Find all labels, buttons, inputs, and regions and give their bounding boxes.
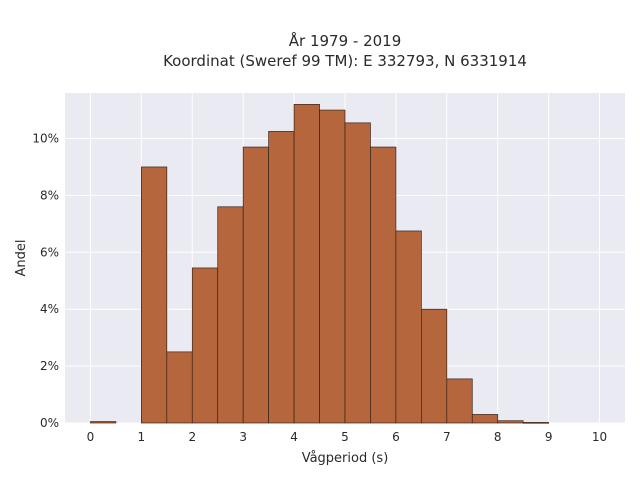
y-tick-label: 10%	[32, 132, 59, 146]
x-axis-label: Vågperiod (s)	[302, 451, 389, 466]
histogram-bar	[344, 122, 371, 424]
histogram-bar	[319, 109, 346, 424]
y-axis-ticks: 0% 2% 4% 6% 8% 10%	[32, 132, 59, 430]
x-tick-label: 9	[545, 430, 553, 444]
y-tick-label: 2%	[40, 359, 59, 373]
histogram-bar	[166, 351, 193, 424]
y-tick-label: 4%	[40, 302, 59, 316]
chart-title-line2: Koordinat (Sweref 99 TM): E 332793, N 63…	[163, 52, 527, 70]
histogram-bar	[395, 230, 422, 424]
histogram-bar	[242, 146, 269, 424]
x-tick-label: 1	[138, 430, 146, 444]
x-tick-label: 7	[443, 430, 451, 444]
y-tick-label: 6%	[40, 245, 59, 259]
histogram-bar	[293, 104, 320, 424]
x-tick-label: 5	[341, 430, 349, 444]
histogram-bar	[191, 267, 219, 424]
x-tick-label: 3	[239, 430, 247, 444]
x-tick-label: 4	[290, 430, 298, 444]
histogram-bar	[471, 414, 499, 424]
y-axis-label: Andel	[14, 240, 29, 277]
histogram-bar	[90, 421, 117, 424]
histogram-bar	[421, 308, 448, 424]
histogram-bar	[268, 131, 295, 424]
histogram-bar	[217, 206, 244, 424]
x-tick-label: 8	[494, 430, 502, 444]
x-tick-label: 6	[392, 430, 400, 444]
histogram-bars	[90, 104, 549, 424]
x-tick-label: 2	[188, 430, 196, 444]
histogram-bar	[497, 420, 524, 424]
chart-title-line1: År 1979 - 2019	[289, 31, 402, 50]
x-tick-label: 0	[87, 430, 95, 444]
histogram-bar	[446, 378, 473, 424]
histogram-bar	[370, 146, 397, 424]
histogram-bar	[522, 422, 549, 424]
x-tick-label: 10	[592, 430, 607, 444]
y-tick-label: 0%	[40, 416, 59, 430]
x-axis-ticks: 0 1 2 3 4 5 6 7 8 9 10	[87, 430, 608, 444]
histogram-bar	[141, 166, 168, 424]
y-tick-label: 8%	[40, 188, 59, 202]
